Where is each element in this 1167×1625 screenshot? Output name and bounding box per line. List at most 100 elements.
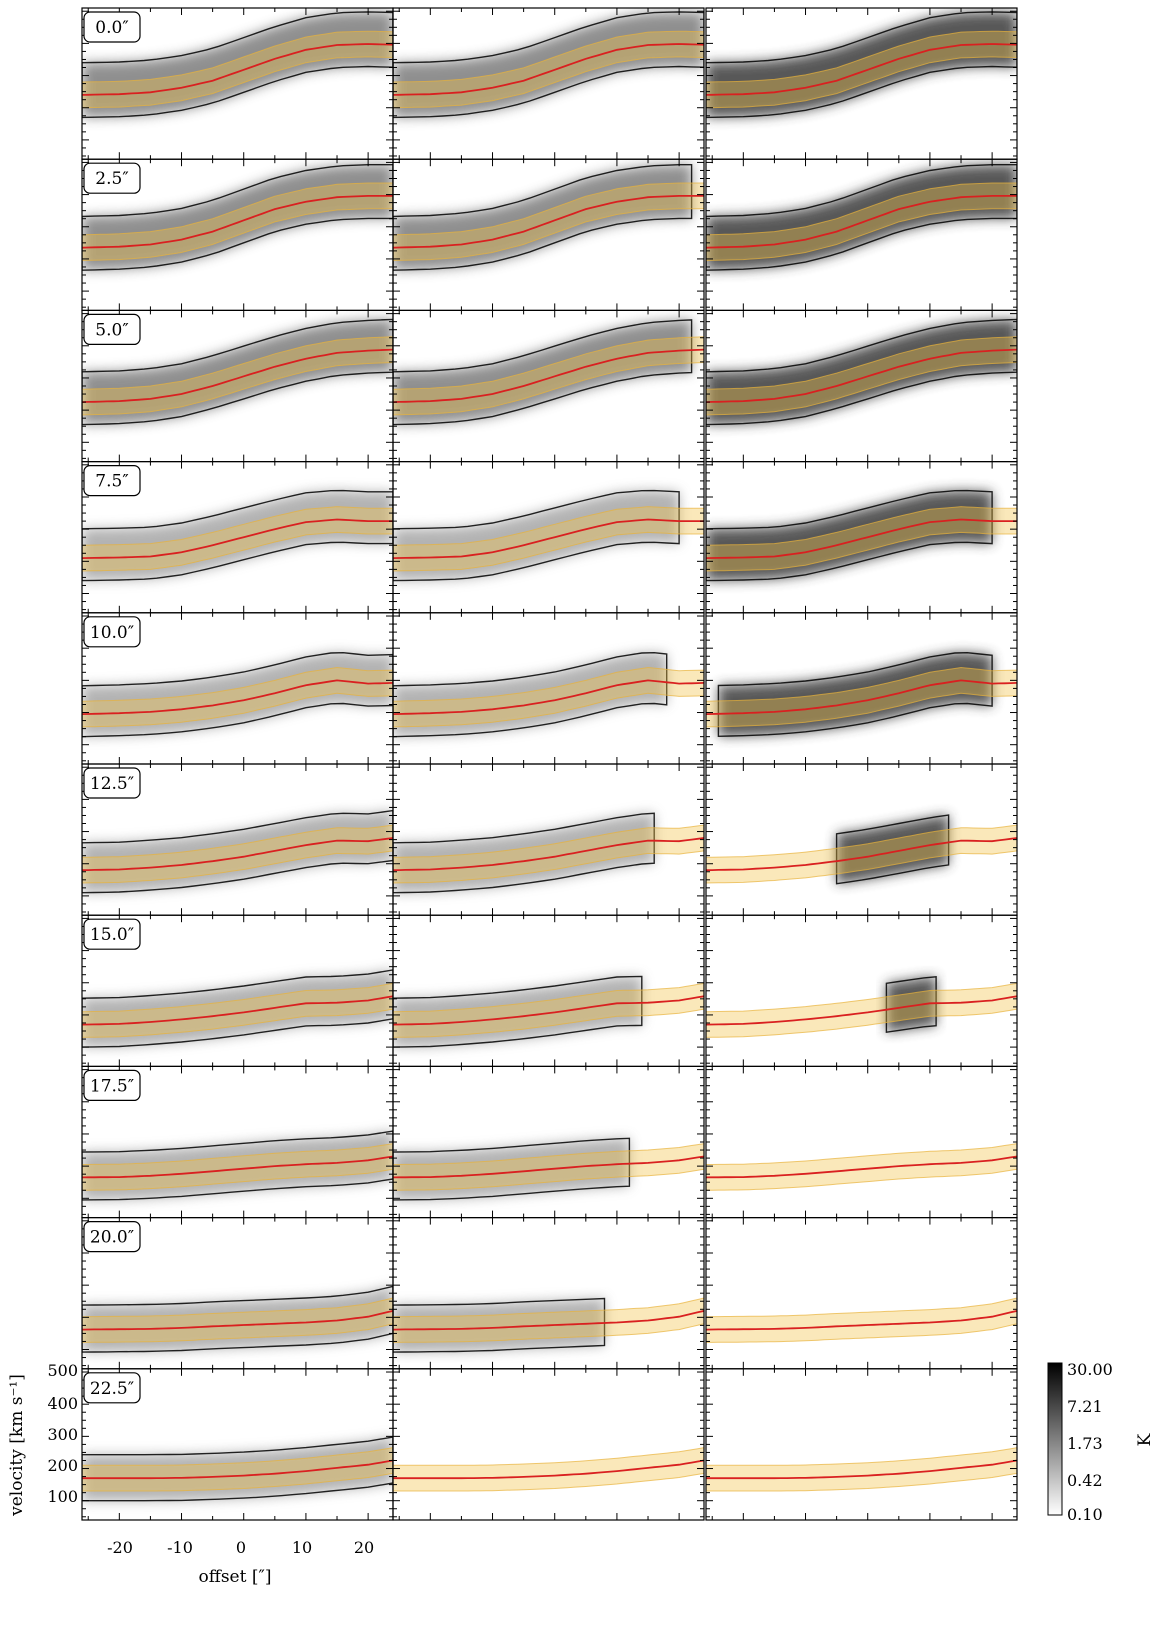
offset-label-r2: 2.5″ [83,162,141,194]
offset-text-r9: 20.0″ [90,1228,134,1248]
offset-text-r4: 7.5″ [95,472,128,492]
panel-frame-r9-c3 [705,1216,1018,1370]
x-tick-0: 0 [236,1538,246,1557]
model-line-r1-c3 [706,43,1017,96]
offset-text-r3: 5.0″ [95,320,128,340]
ticks-r6-c2 [393,764,704,916]
ticks-r8-c3 [706,1066,1017,1218]
model-band-r9-c3 [706,1297,1017,1343]
panel-r3-c3 [706,318,1017,426]
model-band-r9-c1 [82,1297,393,1343]
colorbar-tick-7: 7.21 [1067,1397,1103,1416]
y-axis-title: velocity [km s⁻¹] [7,1374,27,1517]
ticks-r2-c2 [393,159,704,311]
ticks-r9-c3 [706,1217,1017,1369]
model-band-r7-c3 [706,982,1017,1038]
y-tick-100: 100 [47,1487,78,1506]
model-line-r8-c2 [393,1155,704,1179]
colorbar-gradient [1047,1362,1063,1516]
offset-text-r10: 22.5″ [90,1379,134,1399]
colorbar-tick-01: 0.10 [1067,1505,1103,1524]
panel-r10-c3 [706,1447,1017,1492]
panel-grid: 0.0″ 2.5″ 5.0″ 7.5″ 10.0″ 12.5″ 15.0″ 17.5″ 20.0… [81,7,1018,1521]
ticks-r4-c1 [82,461,393,613]
model-line-r9-c2 [393,1310,704,1331]
ticks-r7-c2 [393,915,704,1067]
model-line-r1-c1 [82,43,393,96]
offset-text-r7: 15.0″ [90,925,134,945]
panel-r5-c2 [393,651,704,738]
model-line-r10-c2 [393,1459,704,1480]
model-line-r7-c3 [706,995,1017,1026]
model-band-r10-c2 [393,1447,704,1492]
ticks-r10-c2 [393,1368,704,1520]
x-axis-title: offset [″] [199,1567,272,1587]
contour-r2-c3 [706,163,1017,271]
model-line-r6-c3 [706,837,1017,872]
colorbar: 30.00 7.21 1.73 0.42 0.10 K [1047,1360,1155,1524]
contour-r9-c1 [82,1285,393,1353]
model-band-r5-c3 [706,666,1017,728]
contour-r7-c2 [393,975,643,1048]
offset-text-r2: 2.5″ [95,169,128,189]
ticks-r2-c1 [82,159,393,311]
ticks-r1-c2 [393,8,704,160]
ticks-r9-c2 [393,1217,704,1369]
model-line-r7-c1 [82,995,393,1026]
colorbar-label: K [1135,1433,1155,1446]
colorbar-tick-30: 30.00 [1067,1360,1113,1379]
panel-r9-c3 [706,1297,1017,1343]
model-line-r3-c2 [393,348,704,403]
ticks-r5-c2 [393,612,704,764]
panel-r1-c2 [393,11,704,119]
model-line-r6-c2 [393,837,704,872]
contour-r5-c1 [82,651,393,738]
panel-r5-c3 [706,651,1017,738]
ticks-r3-c1 [82,310,393,462]
contour-r1-c3 [706,11,1017,119]
emission-r5-c1 [82,652,393,737]
model-band-r8-c3 [706,1143,1017,1191]
panel-frame-r8-c3 [705,1065,1018,1219]
emission-r10-c1 [82,1437,393,1501]
contour-r5-c3 [717,651,993,738]
contour-r3-c3 [706,318,1017,426]
offset-label-r1: 0.0″ [83,11,141,43]
model-band-r6-c2 [393,824,704,884]
panel-r7-c2 [393,975,704,1048]
panel-r6-c1 [82,809,393,894]
model-line-r8-c3 [706,1155,1017,1179]
colorbar-tick-04: 0.42 [1067,1471,1103,1490]
contour-r2-c2 [393,163,693,271]
emission-r8-c2 [393,1138,630,1200]
contour-r2-c1 [82,163,393,271]
panel-frame-r10-c3 [705,1368,1018,1521]
model-band-r10-c1 [82,1447,393,1492]
model-band-r1-c3 [706,30,1017,109]
ticks-r4-c3 [706,461,1017,613]
panel-r6-c2 [393,812,704,894]
ticks-r7-c1 [82,915,393,1067]
x-tick-20: 20 [354,1538,374,1557]
model-line-r1-c2 [393,43,704,96]
offset-text-r6: 12.5″ [90,774,134,794]
panel-r2-c1 [82,163,393,271]
panel-r10-c2 [393,1447,704,1492]
contour-r6-c1 [82,809,393,894]
x-tick--20: -20 [107,1538,133,1557]
contour-r6-c2 [393,812,655,894]
offset-label-r8: 17.5″ [83,1069,141,1102]
ticks-r1-c3 [706,8,1017,160]
offset-label-r5: 10.0″ [83,616,141,648]
emission-r4-c1 [82,490,393,581]
ticks-r8-c2 [393,1066,704,1218]
contour-r4-c2 [393,489,680,582]
x-tick-10: 10 [292,1538,312,1557]
panel-r4-c2 [393,489,704,582]
contour-r7-c1 [82,969,393,1048]
y-tick-300: 300 [47,1425,78,1444]
ticks-r6-c3 [706,764,1017,916]
panel-r7-c1 [82,969,393,1048]
model-line-r9-c3 [706,1310,1017,1331]
